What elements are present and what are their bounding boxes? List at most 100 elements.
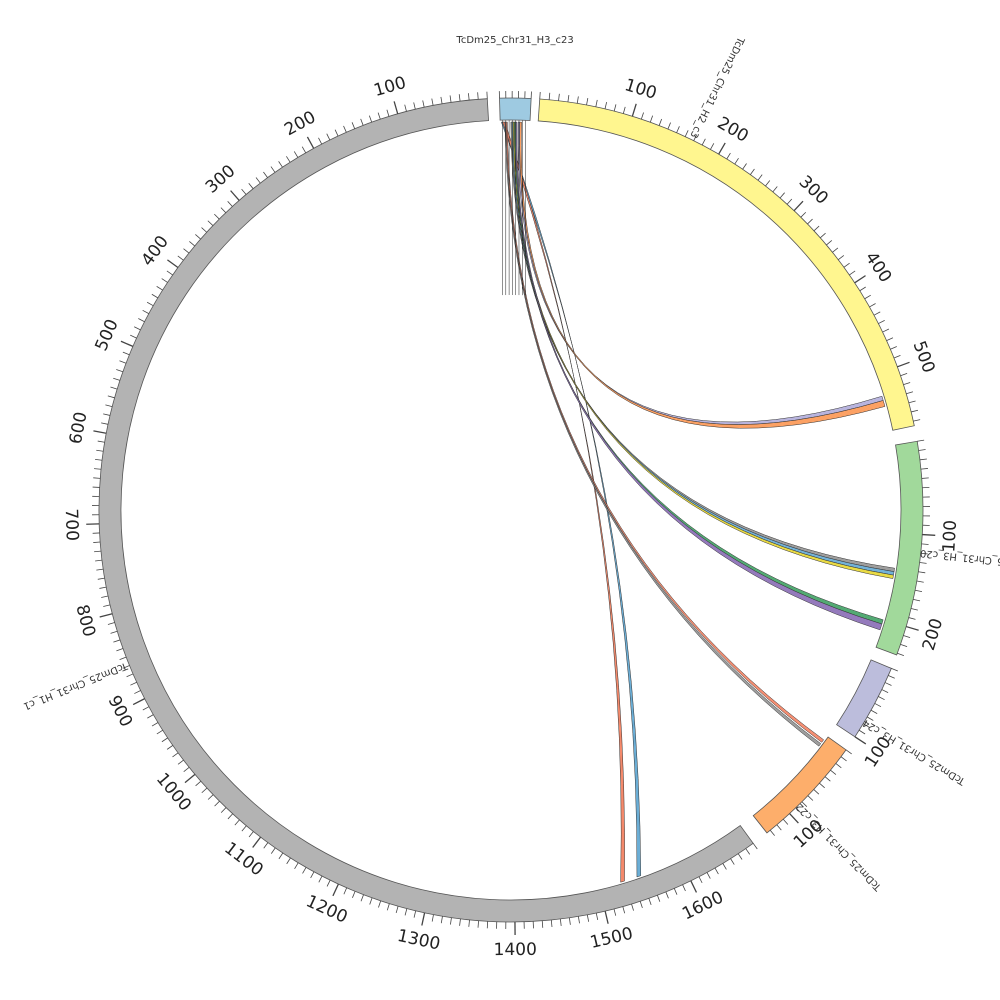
minor-tick	[147, 714, 154, 719]
tick-label: 700	[61, 508, 82, 541]
minor-tick	[845, 749, 852, 755]
minor-tick	[801, 801, 808, 807]
minor-tick	[921, 477, 929, 479]
minor-tick	[360, 118, 364, 126]
major-tick	[393, 101, 399, 115]
minor-tick	[113, 377, 121, 381]
minor-tick	[156, 286, 163, 291]
minor-tick	[146, 301, 154, 307]
minor-tick	[234, 819, 240, 826]
tick-label: 900	[104, 692, 137, 730]
minor-tick	[920, 468, 928, 470]
minor-tick	[360, 894, 364, 902]
minor-tick	[867, 716, 874, 721]
minor-tick	[722, 863, 727, 870]
minor-tick	[918, 449, 926, 451]
ideogram-h1c1	[98, 98, 754, 923]
minor-tick	[130, 681, 137, 686]
link-c23-h2c3-orange	[519, 121, 886, 429]
minor-tick	[701, 138, 706, 146]
minor-tick	[639, 901, 643, 908]
minor-tick	[477, 92, 479, 100]
minor-tick	[908, 617, 916, 620]
minor-tick	[863, 723, 870, 728]
minor-tick	[840, 756, 847, 762]
minor-tick	[888, 675, 895, 679]
tick-label: 1400	[493, 940, 536, 960]
minor-tick	[613, 104, 617, 112]
major-tick	[132, 698, 146, 706]
minor-tick	[807, 218, 813, 225]
minor-tick	[95, 458, 103, 461]
minor-tick	[568, 917, 571, 925]
minor-tick	[310, 871, 315, 879]
minor-tick	[800, 211, 807, 218]
minor-tick	[107, 395, 115, 399]
minor-tick	[96, 568, 104, 571]
minor-tick	[110, 386, 118, 390]
tick-label: 300	[202, 161, 240, 197]
minor-tick	[824, 776, 831, 782]
tick-label: 100	[622, 75, 659, 104]
minor-tick	[294, 862, 299, 869]
minor-tick	[126, 673, 134, 678]
ideogram-h2c3	[537, 98, 915, 431]
minor-tick	[870, 709, 878, 714]
minor-tick	[368, 115, 373, 123]
minor-tick	[667, 122, 671, 130]
minor-tick	[151, 722, 159, 727]
minor-tick	[343, 887, 348, 895]
minor-tick	[622, 906, 626, 914]
minor-tick	[673, 888, 678, 895]
major-tick	[854, 736, 867, 745]
minor-tick	[813, 789, 820, 795]
minor-tick	[693, 134, 698, 141]
minor-tick	[682, 884, 686, 892]
minor-tick	[631, 903, 634, 911]
minor-tick	[782, 818, 789, 825]
minor-tick	[595, 99, 598, 107]
minor-tick	[270, 166, 276, 173]
minor-tick	[195, 234, 201, 240]
minor-tick	[765, 180, 771, 187]
major-tick	[306, 136, 315, 149]
minor-tick	[622, 106, 626, 114]
minor-tick	[576, 96, 579, 104]
minor-tick	[859, 286, 866, 292]
minor-tick	[919, 458, 927, 461]
minor-tick	[207, 220, 214, 226]
major-tick	[230, 190, 240, 201]
minor-tick	[386, 109, 390, 117]
minor-tick	[769, 829, 775, 836]
minor-tick	[676, 126, 680, 133]
minor-tick	[263, 171, 268, 178]
minor-tick	[96, 449, 104, 452]
major-tick	[604, 910, 609, 924]
minor-tick	[710, 143, 715, 150]
minor-tick	[293, 151, 299, 158]
minor-tick	[241, 825, 247, 832]
tick-label: 600	[66, 410, 92, 446]
minor-tick	[757, 174, 763, 181]
minor-tick	[105, 404, 113, 407]
link-c23-h3c22-salmon	[505, 121, 825, 743]
minor-tick	[93, 477, 101, 479]
tick-label: 1000	[152, 769, 195, 815]
minor-tick	[326, 133, 331, 141]
minor-tick	[134, 326, 141, 331]
minor-tick	[326, 880, 331, 887]
minor-tick	[161, 737, 168, 743]
links-layer	[500, 120, 895, 883]
minor-tick	[189, 241, 195, 247]
minor-tick	[820, 232, 826, 239]
minor-tick	[910, 608, 918, 611]
tick-label: 400	[861, 248, 896, 286]
minor-tick	[458, 94, 461, 102]
minor-tick	[369, 897, 373, 905]
minor-tick	[558, 93, 560, 101]
minor-tick	[195, 780, 202, 787]
major-tick	[718, 142, 726, 155]
minor-tick	[595, 912, 599, 921]
minor-tick	[649, 115, 654, 123]
minor-tick	[541, 920, 544, 928]
